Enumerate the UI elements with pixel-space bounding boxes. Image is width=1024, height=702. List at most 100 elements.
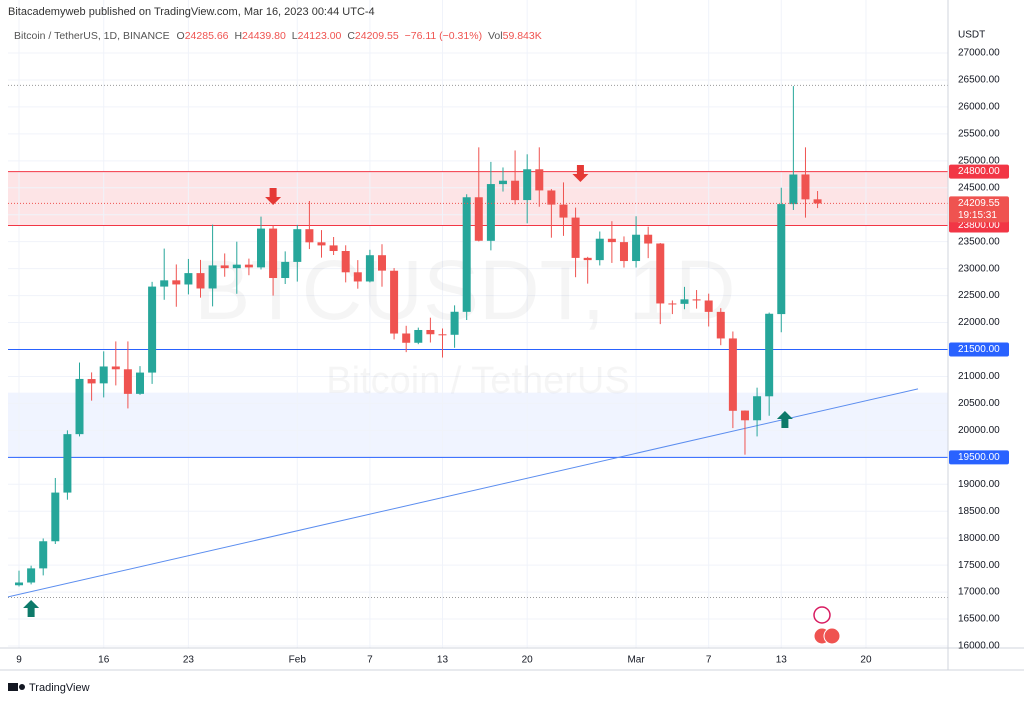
candle-body (595, 238, 604, 261)
y-tick-label: 22000.00 (958, 317, 1000, 328)
candle-body (583, 257, 592, 261)
candle-body (402, 333, 411, 343)
symbol: Bitcoin / TetherUS, 1D, BINANCE (14, 30, 170, 42)
x-tick-label: 7 (706, 655, 712, 666)
y-tick-label: 18000.00 (958, 533, 1000, 544)
legend: Bitcoin / TetherUS, 1D, BINANCE O24285.6… (14, 30, 542, 42)
logo-dot (19, 684, 25, 690)
x-tick-label: 13 (437, 655, 449, 666)
arrow (23, 600, 40, 618)
candle-body (365, 255, 374, 282)
candle-body (390, 270, 399, 334)
candle-body (269, 228, 278, 279)
change: −76.11 (−0.31%) (405, 30, 482, 42)
level-label-box (949, 342, 1009, 357)
candle-body (656, 243, 665, 304)
candle-body (426, 329, 435, 335)
level-label: 24800.00 (958, 166, 1000, 177)
candle-body (148, 286, 157, 373)
arrow (572, 165, 589, 183)
candle-body (160, 280, 169, 287)
candle-body (813, 199, 822, 204)
candle-body (87, 379, 96, 384)
y-tick-label: 26000.00 (958, 102, 1000, 113)
level-label: 19500.00 (958, 452, 1000, 463)
candle-body (341, 251, 350, 273)
x-tick-label: Feb (289, 655, 307, 666)
candle-body (728, 338, 737, 411)
footer-logo (8, 683, 25, 691)
candle-body (523, 169, 532, 201)
candle-body (123, 369, 132, 394)
y-tick-label: 23500.00 (958, 236, 1000, 247)
candle-body (256, 228, 265, 268)
candle-body (692, 299, 701, 301)
level-label-box (949, 450, 1009, 465)
y-tick-label: 25000.00 (958, 155, 1000, 166)
candle-body (281, 261, 290, 279)
x-tick-label: 20 (860, 655, 872, 666)
candle-body (136, 372, 145, 394)
candle-body (377, 255, 386, 271)
candle-body (704, 300, 713, 312)
icon (813, 606, 831, 624)
legend-value: 24439.80 (242, 30, 286, 42)
y-tick-label: 25500.00 (958, 129, 1000, 140)
y-tick-label: 20000.00 (958, 425, 1000, 436)
y-tick-label: 21000.00 (958, 371, 1000, 382)
volume-key: Vol (488, 30, 503, 42)
volume: 59.843K (503, 30, 542, 42)
y-tick-label: 23000.00 (958, 263, 1000, 274)
candle-body (244, 264, 253, 268)
level-label-box (949, 164, 1009, 179)
price-label-box (949, 196, 1009, 223)
candle-body (632, 234, 641, 262)
candle-body (15, 582, 24, 586)
candle-body (414, 329, 423, 343)
candle-body (571, 217, 580, 258)
currency: USDT (958, 30, 985, 41)
y-tick-label: 16000.00 (958, 641, 1000, 652)
candle-body (498, 180, 507, 185)
y-tick-label: 19000.00 (958, 479, 1000, 490)
x-tick-label: 23 (183, 655, 195, 666)
y-tick-label: 16500.00 (958, 614, 1000, 625)
legend-key: C (347, 30, 355, 42)
y-tick-label: 17500.00 (958, 560, 1000, 571)
candle-body (208, 265, 217, 289)
logo-mark (8, 683, 18, 691)
legend-key: O (177, 30, 185, 42)
candle-body (317, 242, 326, 246)
candle-body (305, 229, 314, 243)
legend-value: 24209.55 (355, 30, 399, 42)
candle-body (196, 273, 205, 289)
footer: TradingView (29, 682, 90, 694)
y-tick-label: 20500.00 (958, 398, 1000, 409)
legend-key: H (234, 30, 242, 42)
candle-body (559, 204, 568, 218)
candle-body (220, 265, 229, 269)
candle-body (353, 272, 362, 282)
candle-body (619, 242, 628, 262)
candle-body (172, 280, 181, 285)
candle-body (644, 234, 653, 244)
candle-body (99, 366, 108, 384)
x-tick-label: 13 (776, 655, 788, 666)
y-tick-label: 27000.00 (958, 48, 1000, 59)
price-label: 24209.55 (958, 198, 1000, 209)
level-label: 23800.00 (958, 220, 1000, 231)
candle-body (474, 197, 483, 241)
candle-body (740, 410, 749, 421)
candle-body (547, 190, 556, 205)
x-tick-label: 20 (522, 655, 534, 666)
candle-body (329, 245, 338, 252)
legend-key: L (292, 30, 298, 42)
candle-body (39, 541, 48, 569)
candle-body (716, 311, 725, 339)
y-tick-label: 26500.00 (958, 75, 1000, 86)
candle-body (801, 174, 810, 200)
candle-body (511, 180, 520, 201)
